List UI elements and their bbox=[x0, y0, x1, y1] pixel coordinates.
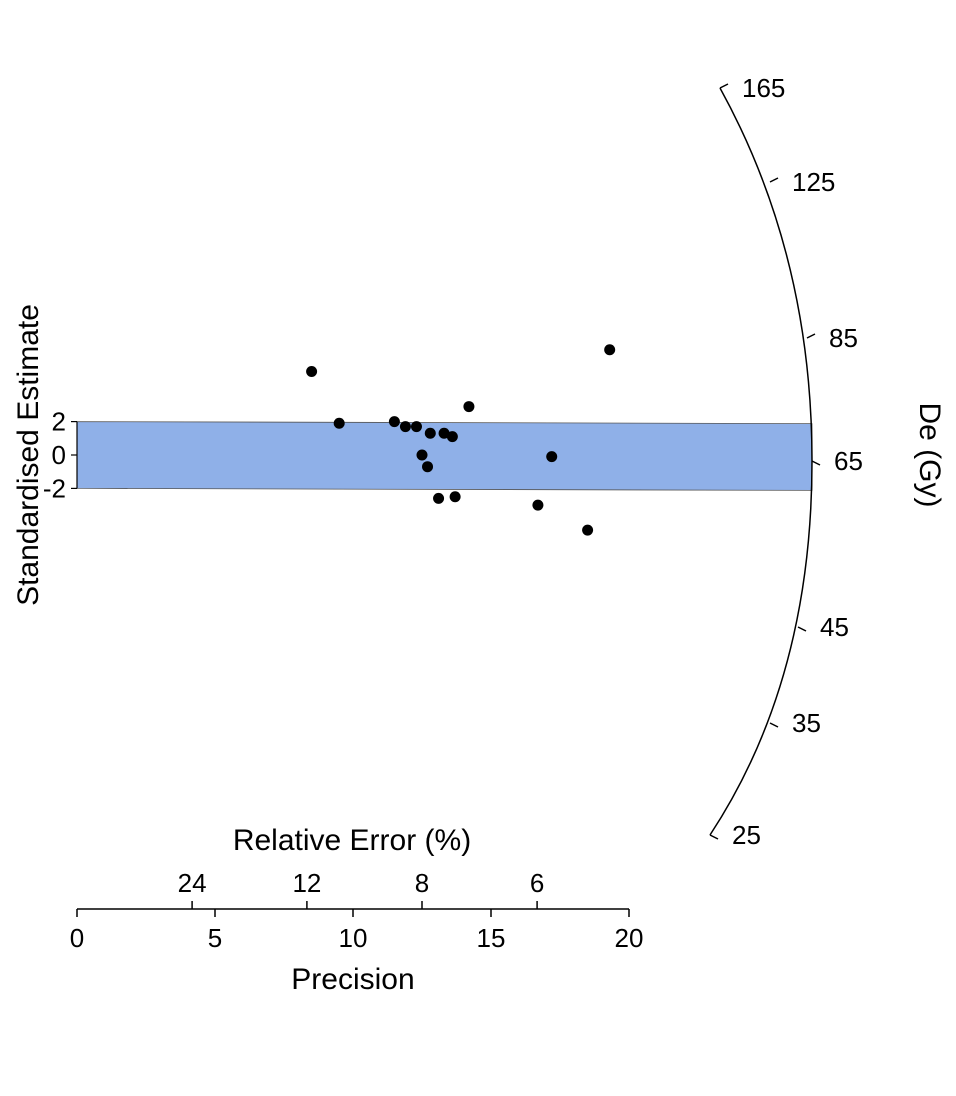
data-point bbox=[546, 451, 558, 463]
de-tick-label: 35 bbox=[792, 708, 821, 738]
de-tick-mark bbox=[769, 722, 779, 728]
data-point bbox=[410, 421, 422, 433]
y-tick-label: -2 bbox=[43, 473, 66, 503]
y-tick-label: 2 bbox=[52, 407, 66, 437]
data-point bbox=[446, 431, 458, 443]
x-tick-label: 5 bbox=[208, 923, 222, 953]
data-point bbox=[388, 416, 400, 428]
x-tick-label: 15 bbox=[477, 923, 506, 953]
de-tick-label: 65 bbox=[834, 446, 863, 476]
y-axis-ticks: 20-2 bbox=[43, 407, 78, 503]
data-point bbox=[424, 427, 436, 439]
data-point bbox=[582, 524, 594, 536]
de-tick-mark bbox=[806, 333, 816, 339]
relative-error-tick-label: 24 bbox=[178, 868, 207, 898]
y-tick-label: 0 bbox=[52, 440, 66, 470]
de-axis-ticks: 165 125 85 65 45 35 25 bbox=[709, 73, 863, 850]
data-point bbox=[416, 449, 428, 461]
x-axis-ticks: 0 5 10 15 20 bbox=[70, 909, 644, 953]
y-axis-title: Standardised Estimate bbox=[12, 304, 45, 606]
de-tick-mark bbox=[719, 83, 729, 89]
de-tick-label: 85 bbox=[829, 323, 858, 353]
data-point bbox=[532, 499, 544, 511]
de-tick-label: 125 bbox=[792, 167, 835, 197]
de-tick-label: 45 bbox=[820, 612, 849, 642]
de-axis-title: De (Gy) bbox=[913, 403, 946, 508]
data-points bbox=[306, 344, 616, 536]
de-tick-label: 165 bbox=[742, 73, 785, 103]
data-point bbox=[604, 344, 616, 356]
data-point bbox=[422, 461, 434, 473]
de-tick-label: 25 bbox=[732, 820, 761, 850]
de-tick-mark bbox=[811, 460, 821, 466]
data-point bbox=[449, 491, 461, 503]
relative-error-ticks: 24 12 8 6 bbox=[178, 868, 544, 909]
relative-error-tick-label: 6 bbox=[530, 868, 544, 898]
de-tick-mark bbox=[709, 834, 719, 840]
relative-error-title: Relative Error (%) bbox=[233, 824, 471, 857]
data-point bbox=[306, 366, 318, 377]
data-point bbox=[433, 492, 445, 504]
de-tick-mark bbox=[769, 177, 779, 183]
x-axis-title: Precision bbox=[291, 963, 414, 996]
relative-error-tick-label: 12 bbox=[292, 868, 321, 898]
data-point bbox=[399, 421, 411, 433]
x-tick-label: 10 bbox=[339, 923, 368, 953]
x-tick-label: 20 bbox=[615, 923, 644, 953]
data-point bbox=[438, 427, 450, 439]
relative-error-tick-label: 8 bbox=[415, 868, 429, 898]
x-tick-label: 0 bbox=[70, 923, 84, 953]
de-tick-mark bbox=[797, 626, 807, 632]
data-point bbox=[463, 401, 475, 413]
data-point bbox=[333, 417, 345, 429]
